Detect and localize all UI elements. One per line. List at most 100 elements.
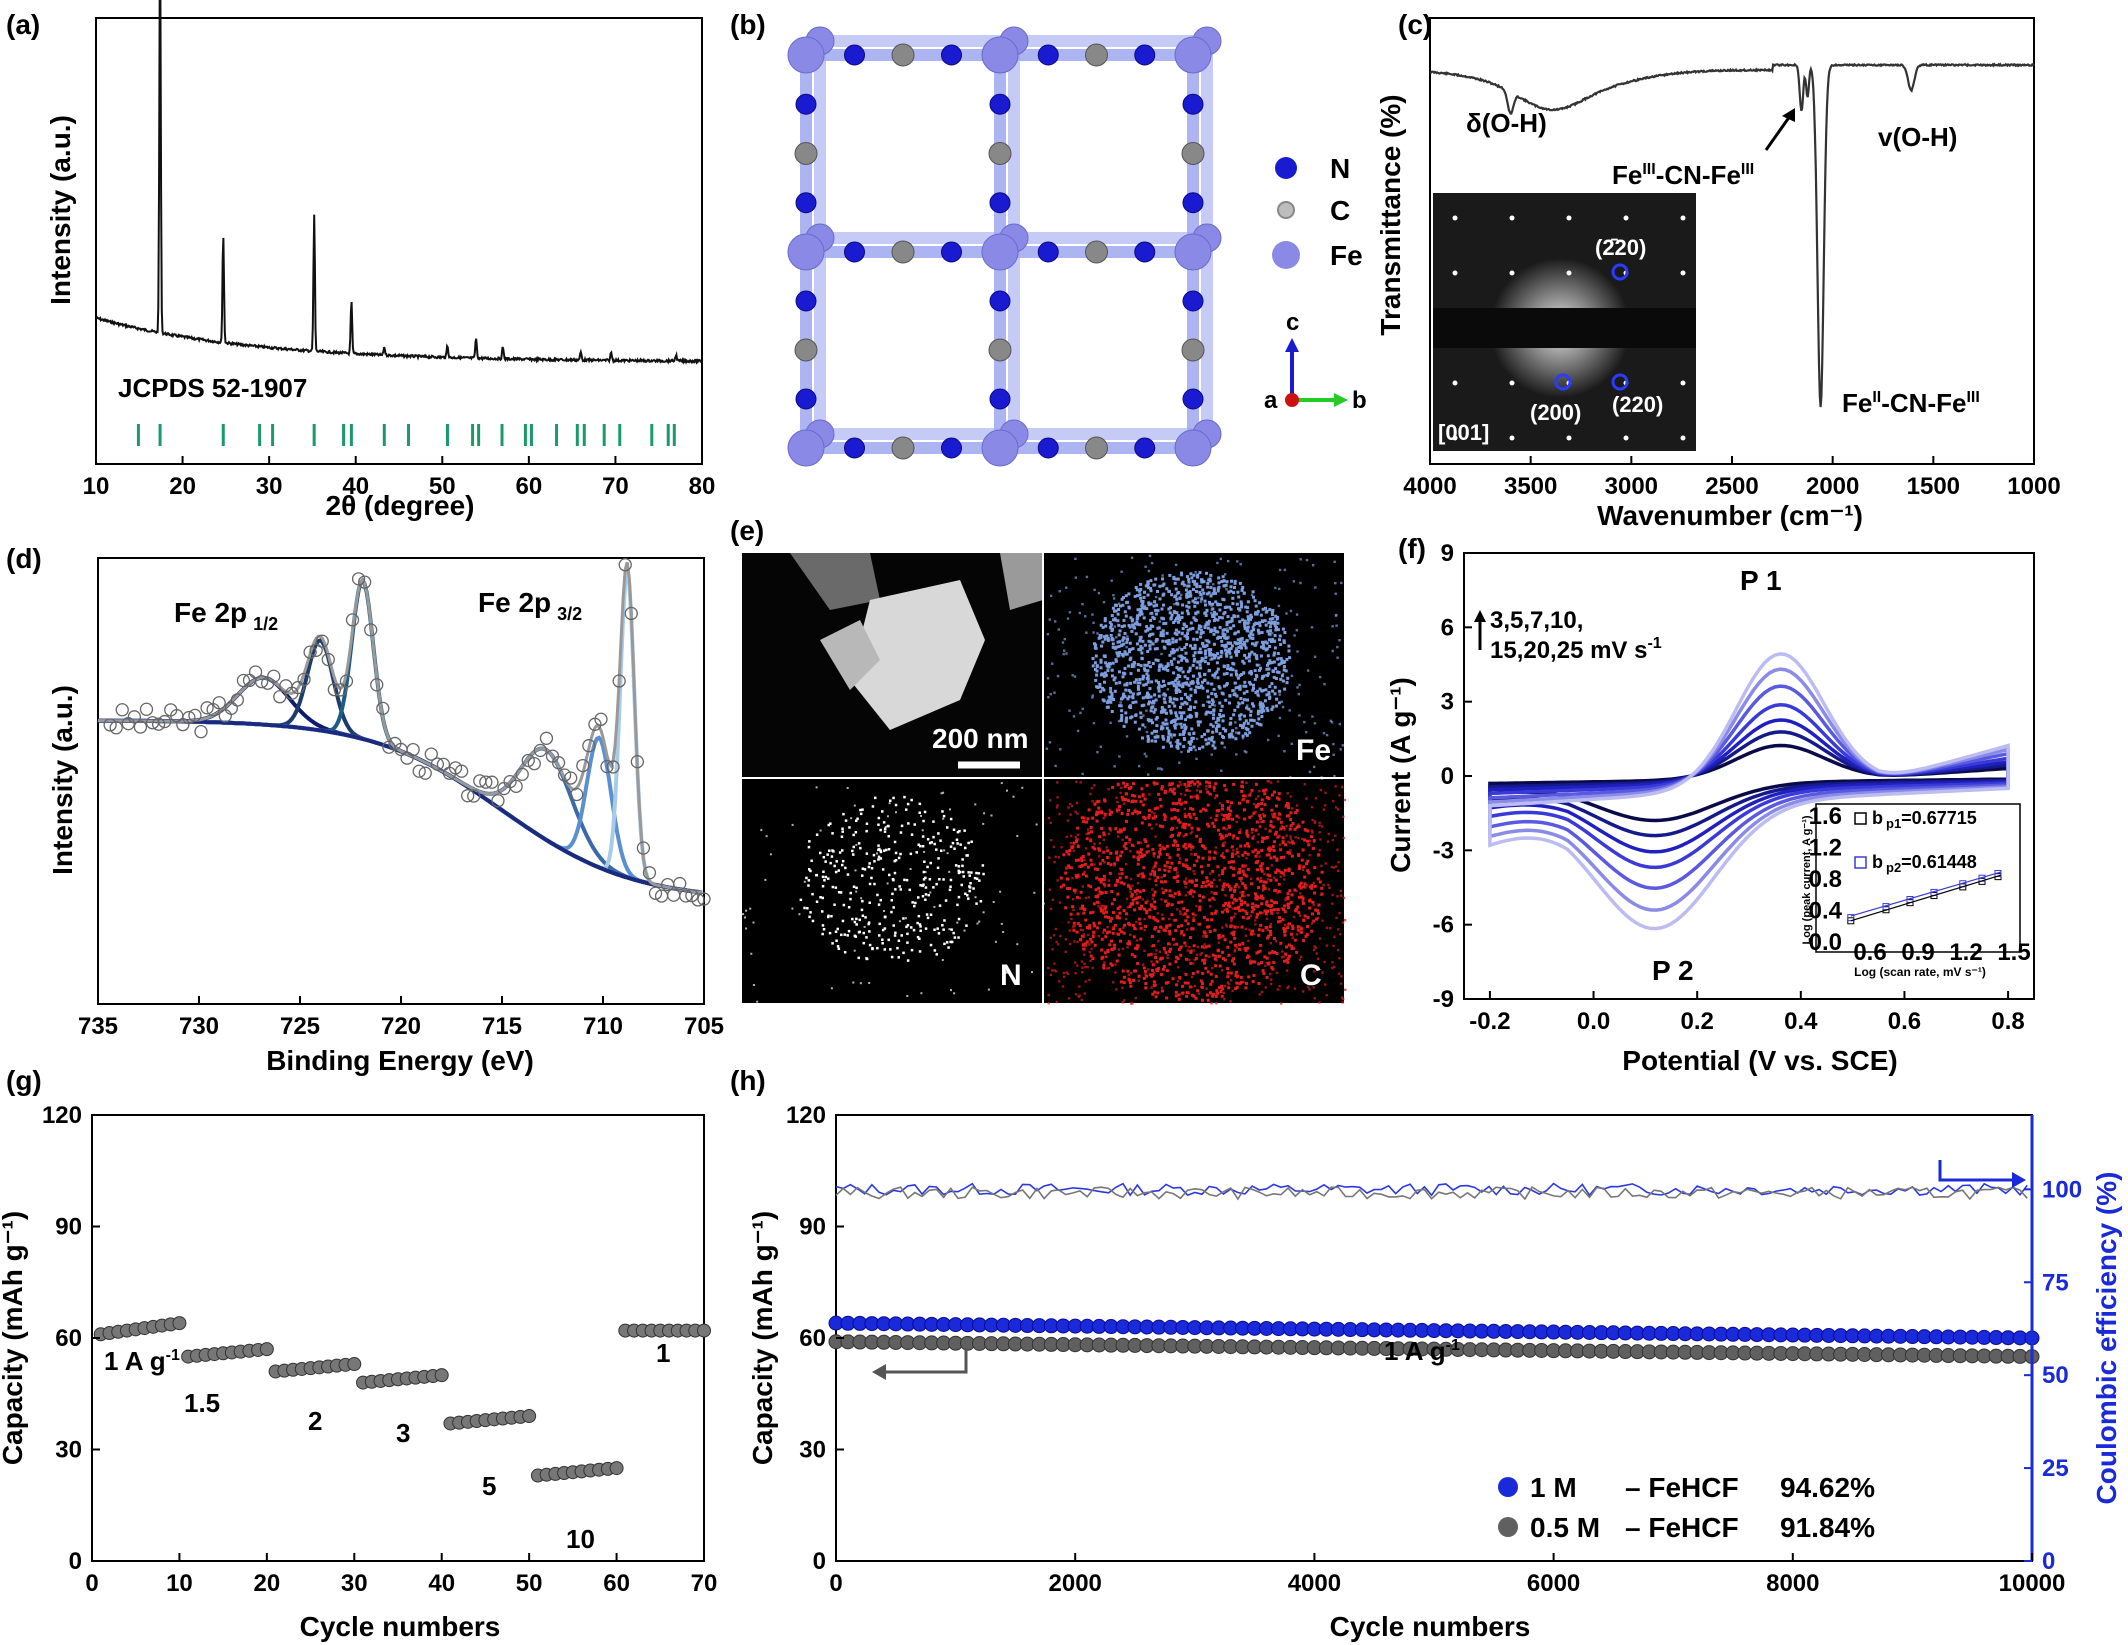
cycling-legend-marker-1: [1498, 1477, 1518, 1497]
fe-map-pixel: [1166, 642, 1170, 646]
c-map-pixel: [1104, 815, 1107, 818]
fe-map-pixel: [1244, 732, 1248, 736]
fe-map-pixel: [1173, 631, 1177, 635]
c-map-pixel: [1084, 874, 1088, 878]
xps-data-point: [200, 701, 214, 715]
c-map-pixel: [1187, 823, 1191, 827]
rate-x-tick-label: 50: [516, 1570, 543, 1597]
c-map-pixel: [1082, 911, 1086, 915]
fe-map-pixel: [1143, 752, 1146, 756]
fe-map-pixel: [1219, 715, 1223, 719]
fe-map-pixel: [1171, 637, 1175, 641]
c-map-pixel: [1193, 853, 1197, 857]
fe-map-pixel: [1227, 637, 1230, 640]
fe-map-pixel: [1131, 647, 1135, 651]
c-map-pixel: [1072, 841, 1076, 845]
c-map-pixel: [1173, 892, 1177, 896]
fe-map-pixel: [1224, 636, 1228, 640]
c-map-pixel: [1256, 895, 1260, 899]
c-map-pixel: [1256, 868, 1259, 872]
fe-map-pixel: [1136, 622, 1139, 626]
c-map-pixel: [1129, 877, 1133, 881]
c-map-pixel: [1313, 945, 1316, 948]
c-map-pixel: [1094, 803, 1097, 807]
c-map-pixel: [1150, 986, 1153, 989]
fe-map-pixel: [1046, 633, 1050, 636]
c-map-pixel: [1154, 995, 1158, 999]
fe-map-pixel: [1256, 609, 1260, 613]
fe-map-pixel: [1196, 680, 1200, 684]
c-map-pixel: [1176, 847, 1180, 851]
c-map-pixel: [1113, 943, 1117, 947]
fe-map-pixel: [1113, 609, 1116, 613]
c-map-pixel: [1134, 969, 1137, 973]
c-map-pixel: [1075, 838, 1079, 842]
c-map-pixel: [1295, 825, 1299, 829]
n-map-pixel: [906, 924, 910, 927]
fe-map-pixel: [1182, 745, 1186, 749]
c-map-pixel: [1267, 797, 1271, 800]
fe-map-pixel: [1270, 610, 1274, 614]
ftir-x-tick-label: 4000: [1403, 473, 1456, 500]
c-map-pixel: [1266, 873, 1270, 877]
fe-map-pixel: [1120, 625, 1124, 629]
xps-data-point: [297, 672, 311, 687]
c-map-pixel: [1092, 921, 1096, 925]
c-map-pixel: [1120, 812, 1124, 815]
c-map-pixel: [1103, 907, 1107, 911]
c-map-pixel: [1100, 826, 1104, 830]
n-map-pixel: [976, 922, 979, 925]
fe-map-pixel: [1188, 590, 1192, 594]
c-map-pixel: [1116, 907, 1120, 910]
c-map-pixel: [1131, 898, 1135, 902]
c-map-pixel: [1133, 889, 1137, 893]
rate-label-7: 1: [656, 1338, 670, 1368]
fe-map-pixel: [1048, 618, 1051, 621]
fe-map-pixel: [1191, 626, 1195, 630]
c-map-pixel: [1272, 961, 1276, 964]
fe-map-pixel: [1135, 588, 1139, 592]
c-map-pixel: [1076, 826, 1080, 830]
c-map-pixel: [1119, 881, 1122, 885]
c-map-pixel: [1285, 824, 1288, 828]
c-map-pixel: [1076, 912, 1080, 916]
cv-scan-arrowhead: [1474, 610, 1486, 622]
n-map-pixel: [821, 875, 825, 879]
fe-map-pixel: [1103, 680, 1106, 684]
fe-map-pixel: [1236, 685, 1240, 689]
fe-map-pixel: [1138, 593, 1142, 597]
c-map-pixel: [1150, 903, 1153, 906]
n-map-pixel: [910, 833, 914, 836]
fe-map-pixel: [1246, 621, 1250, 625]
fe-map-pixel: [1184, 588, 1188, 592]
fe-map-pixel: [1192, 573, 1196, 577]
fe-map-pixel: [1108, 665, 1112, 669]
rate-x-tick-label: 0: [85, 1570, 98, 1597]
c-map-pixel: [1142, 966, 1146, 970]
n-map-pixel: [864, 916, 867, 919]
fe-map-pixel: [1281, 673, 1285, 676]
fe-map-pixel: [1103, 637, 1107, 641]
fe-map-pixel: [1277, 604, 1281, 608]
c-map-pixel: [1075, 930, 1079, 934]
c-map-pixel: [1082, 933, 1086, 936]
fe-map-pixel: [1165, 722, 1169, 726]
fe-map-pixel: [1162, 692, 1166, 696]
fe-map-pixel: [1177, 614, 1181, 618]
n-map-pixel: [831, 942, 834, 945]
c-map-pixel: [1250, 910, 1254, 914]
c-map-pixel: [1149, 872, 1153, 876]
c-map-pixel: [1202, 915, 1206, 919]
c-map-pixel: [1102, 911, 1106, 915]
fe-map-pixel: [1078, 611, 1081, 615]
fe-map-pixel: [1222, 644, 1226, 648]
c-map-pixel: [1220, 936, 1223, 939]
fe-map-pixel: [1268, 625, 1272, 629]
fe-map-pixel: [1250, 673, 1253, 676]
fe-map-pixel: [1277, 701, 1281, 705]
xps-data-point: [267, 669, 281, 683]
c-map-pixel: [1124, 917, 1128, 921]
c-map-pixel: [1244, 927, 1247, 931]
c-map-pixel: [1301, 900, 1304, 903]
c-map-pixel: [1243, 844, 1247, 848]
